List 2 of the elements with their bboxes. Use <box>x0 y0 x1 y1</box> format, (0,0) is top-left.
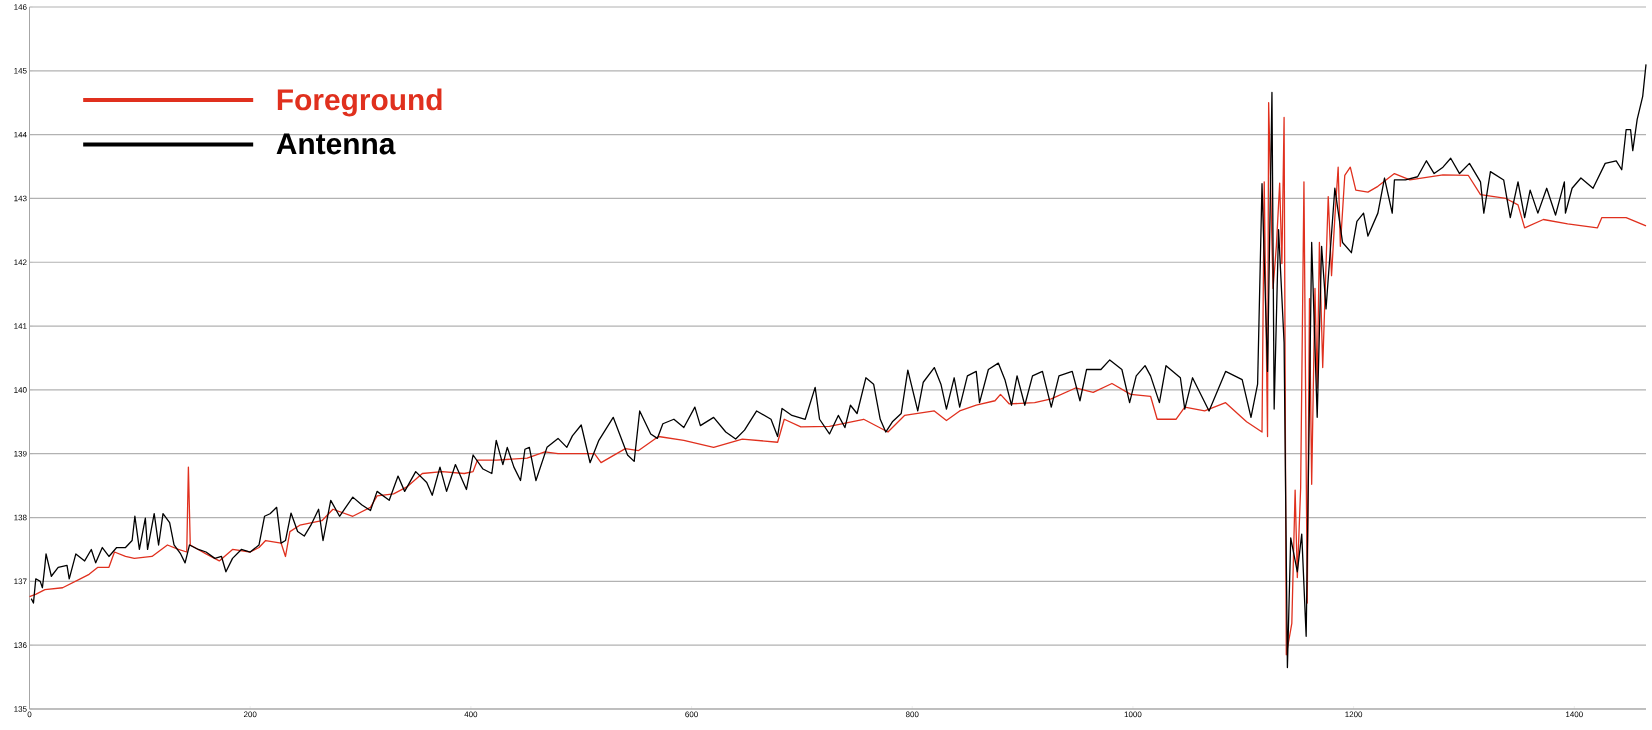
text: Foreground <box>277 88 442 117</box>
text: Antenna <box>276 133 396 155</box>
